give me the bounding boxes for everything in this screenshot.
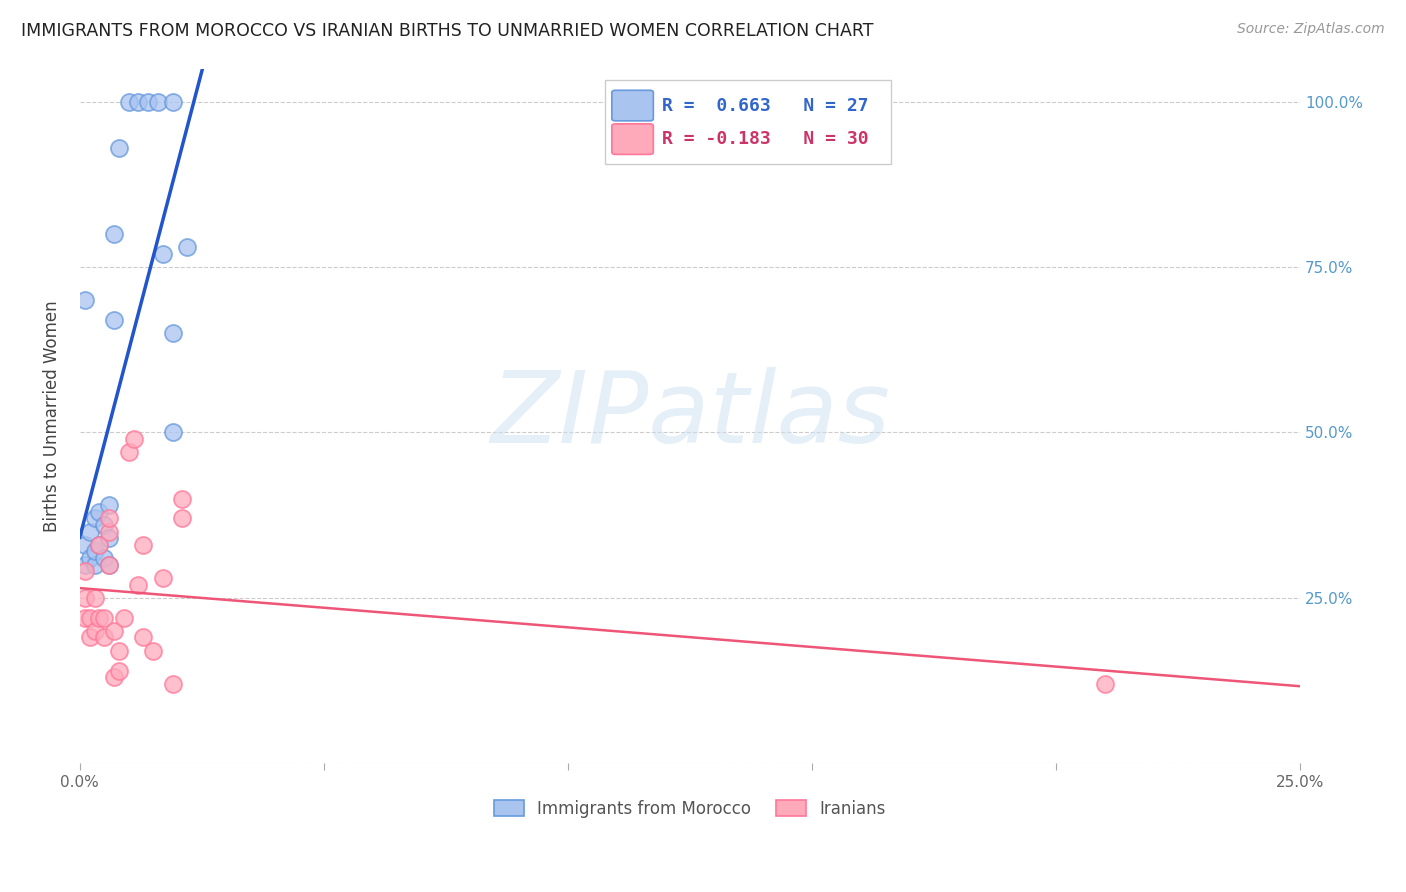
Point <box>73 564 96 578</box>
Point <box>93 551 115 566</box>
Point <box>103 624 125 638</box>
Point <box>73 293 96 307</box>
Point <box>176 240 198 254</box>
Point <box>98 558 121 572</box>
Point <box>79 610 101 624</box>
Point <box>103 670 125 684</box>
Point <box>103 313 125 327</box>
FancyBboxPatch shape <box>612 90 654 120</box>
Point <box>73 538 96 552</box>
Point <box>98 511 121 525</box>
Point <box>162 425 184 440</box>
Point <box>1094 677 1116 691</box>
Point <box>73 610 96 624</box>
Point <box>79 631 101 645</box>
Point <box>79 524 101 539</box>
Point <box>122 432 145 446</box>
Point <box>112 610 135 624</box>
Point <box>89 505 111 519</box>
Point <box>73 558 96 572</box>
Point <box>83 591 105 605</box>
Point <box>89 538 111 552</box>
Point <box>89 538 111 552</box>
Point <box>172 511 194 525</box>
Text: Source: ZipAtlas.com: Source: ZipAtlas.com <box>1237 22 1385 37</box>
Point <box>98 524 121 539</box>
Point <box>152 246 174 260</box>
Point <box>152 571 174 585</box>
Point <box>83 558 105 572</box>
FancyBboxPatch shape <box>612 124 654 154</box>
Point <box>142 643 165 657</box>
Text: R = -0.183   N = 30: R = -0.183 N = 30 <box>662 130 869 148</box>
Point <box>93 631 115 645</box>
Point <box>136 95 159 109</box>
Point <box>132 538 155 552</box>
Point <box>83 544 105 558</box>
Point <box>132 631 155 645</box>
Point <box>108 664 131 678</box>
Y-axis label: Births to Unmarried Women: Births to Unmarried Women <box>44 300 60 532</box>
Point <box>98 531 121 545</box>
Point <box>162 95 184 109</box>
Point <box>98 498 121 512</box>
Point <box>98 558 121 572</box>
Point <box>83 624 105 638</box>
Text: IMMIGRANTS FROM MOROCCO VS IRANIAN BIRTHS TO UNMARRIED WOMEN CORRELATION CHART: IMMIGRANTS FROM MOROCCO VS IRANIAN BIRTH… <box>21 22 873 40</box>
Point <box>83 511 105 525</box>
Point <box>127 95 149 109</box>
Point <box>103 227 125 241</box>
Text: R =  0.663   N = 27: R = 0.663 N = 27 <box>662 96 869 114</box>
Point <box>93 518 115 533</box>
Point <box>172 491 194 506</box>
Bar <box>605 80 891 164</box>
Point <box>89 610 111 624</box>
Point <box>79 551 101 566</box>
Point <box>127 577 149 591</box>
Point <box>162 326 184 340</box>
Point <box>108 141 131 155</box>
Point <box>146 95 169 109</box>
Point <box>73 591 96 605</box>
Text: ZIPatlas: ZIPatlas <box>491 368 890 465</box>
Point <box>162 677 184 691</box>
Point <box>93 610 115 624</box>
Point <box>118 445 141 459</box>
Legend: Immigrants from Morocco, Iranians: Immigrants from Morocco, Iranians <box>488 793 893 824</box>
Point <box>108 643 131 657</box>
Point <box>118 95 141 109</box>
